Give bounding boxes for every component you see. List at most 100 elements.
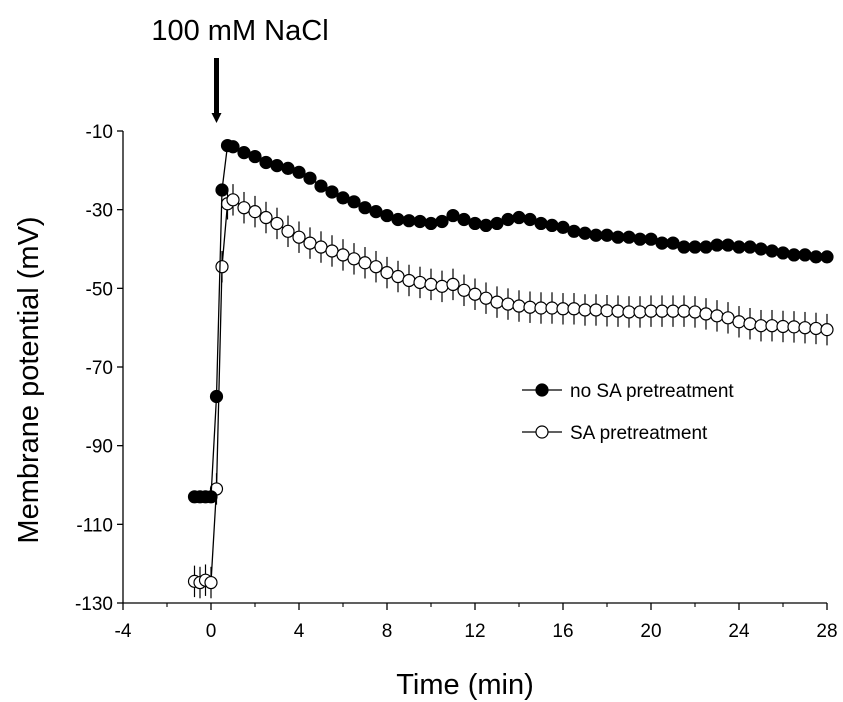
data-point	[226, 140, 240, 154]
data-point	[413, 214, 427, 229]
data-point	[820, 323, 834, 337]
data-point	[457, 283, 471, 297]
data-point	[380, 266, 394, 280]
data-point	[314, 179, 328, 193]
data-point	[292, 230, 306, 244]
data-point	[248, 205, 262, 219]
data-point	[732, 240, 746, 254]
data-point	[391, 212, 405, 227]
y-tick-label: -50	[86, 279, 113, 300]
data-point	[754, 319, 768, 333]
data-point	[209, 389, 224, 404]
data-point	[622, 305, 636, 319]
data-point	[655, 236, 669, 250]
y-axis-title: Membrane potential (mV)	[13, 216, 45, 543]
data-point	[743, 240, 757, 254]
x-tick-label: 12	[464, 621, 485, 642]
y-tick-label: -30	[86, 201, 113, 222]
data-point	[534, 216, 548, 231]
data-point	[259, 155, 273, 170]
y-ticks: -10 -30 -50 -70 -90 -110 -130	[75, 122, 123, 615]
data-point	[391, 269, 405, 284]
data-point	[600, 228, 614, 242]
data-point	[589, 228, 603, 242]
data-point	[644, 304, 658, 318]
data-point	[534, 301, 548, 315]
data-point	[699, 307, 713, 321]
data-point	[369, 260, 383, 274]
data-point	[237, 201, 251, 215]
data-point	[743, 317, 757, 331]
data-point	[765, 319, 779, 333]
data-point	[369, 205, 383, 219]
data-point	[446, 277, 460, 291]
x-tick-label: 0	[206, 621, 217, 642]
data-point	[303, 236, 317, 250]
data-point	[699, 240, 713, 254]
data-point	[556, 220, 570, 234]
x-axis-title: Time (min)	[396, 669, 533, 701]
y-tick-label: -90	[86, 437, 113, 458]
data-point	[754, 242, 768, 256]
data-point	[424, 277, 438, 291]
data-point	[710, 238, 724, 252]
data-point	[567, 302, 581, 316]
data-point	[633, 232, 647, 246]
data-point	[501, 297, 515, 311]
data-point	[215, 183, 229, 197]
series-no-sa-pretreatment	[187, 138, 834, 504]
data-point	[457, 212, 471, 227]
legend-label-sa: SA pretreatment	[570, 423, 708, 444]
data-point	[655, 304, 669, 318]
data-point	[633, 305, 647, 319]
x-tick-label: 16	[552, 621, 573, 642]
data-point	[798, 248, 812, 262]
data-point	[226, 193, 240, 207]
data-point	[281, 161, 295, 175]
x-tick-label: 20	[640, 621, 661, 642]
data-point	[545, 301, 559, 315]
data-point	[281, 224, 295, 238]
data-point	[402, 273, 416, 288]
data-point	[468, 287, 482, 301]
data-point	[688, 240, 702, 254]
data-point	[292, 165, 306, 179]
y-tick-label: -130	[75, 594, 113, 615]
x-tick-label: 4	[294, 621, 305, 642]
y-tick-label: -70	[86, 358, 113, 379]
data-point	[501, 212, 515, 227]
data-point	[380, 208, 394, 223]
y-tick-label: -10	[86, 122, 113, 143]
data-point	[600, 304, 614, 318]
data-point	[479, 218, 493, 232]
data-point	[721, 238, 735, 252]
data-point	[468, 216, 482, 231]
x-tick-label: 8	[382, 621, 393, 642]
data-point	[446, 208, 460, 223]
data-point	[798, 321, 812, 335]
data-point	[325, 185, 339, 199]
data-point	[336, 248, 350, 262]
data-point	[820, 250, 834, 264]
data-point	[479, 291, 493, 305]
data-point	[490, 295, 504, 309]
data-point	[589, 303, 603, 317]
treatment-annotation: 100 mM NaCl	[151, 15, 328, 47]
data-point	[787, 320, 801, 334]
data-point	[677, 304, 691, 318]
data-point	[490, 216, 504, 231]
data-point	[622, 230, 636, 244]
data-point	[215, 260, 229, 274]
x-ticks: -4 0 4 8 12 16 20 24 28	[115, 603, 838, 642]
data-point	[677, 240, 691, 254]
data-point	[512, 210, 526, 225]
data-point	[237, 146, 251, 160]
data-point	[435, 279, 449, 293]
data-point	[270, 159, 284, 173]
data-point	[204, 490, 218, 504]
data-point	[512, 299, 526, 313]
data-point	[248, 149, 262, 164]
legend-label-no-sa: no SA pretreatment	[570, 381, 734, 402]
data-point	[435, 214, 449, 229]
